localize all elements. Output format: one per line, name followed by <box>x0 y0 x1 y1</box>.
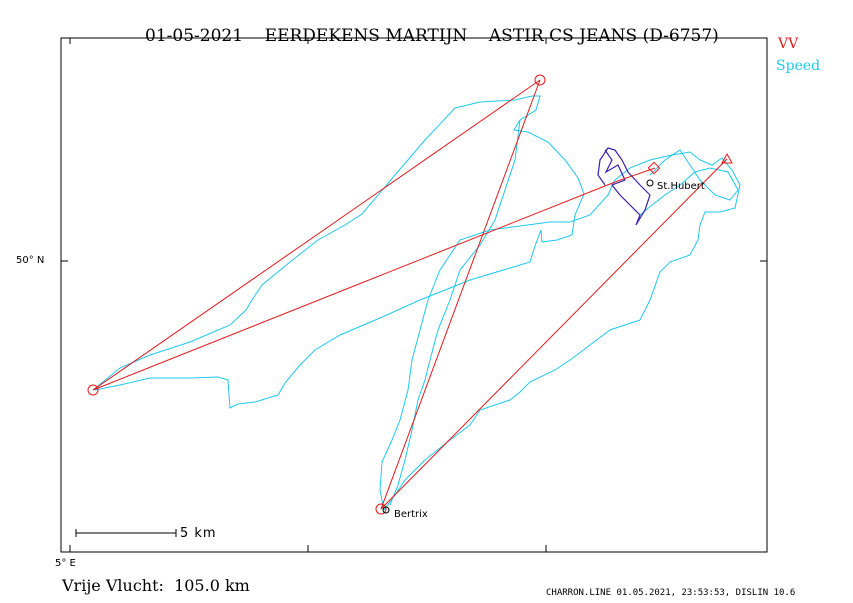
turnpoint-west <box>87 384 99 396</box>
distance-summary: Vrije Vlucht: 105.0 km <box>62 576 250 595</box>
legend-vv: VV <box>778 36 799 52</box>
task-lines <box>92 79 728 510</box>
turnpoint-bertrix <box>375 503 387 515</box>
scale-bar <box>75 529 177 537</box>
flight-track-speed-4 <box>639 149 739 216</box>
legend-speed: Speed <box>776 58 821 74</box>
flight-track-speed-3 <box>389 119 521 506</box>
map-frame <box>60 37 768 553</box>
latitude-label: 50° N <box>16 255 45 266</box>
map-title: 01-05-2021 EERDEKENS MARTIJN ASTIR CS JE… <box>0 6 853 46</box>
finish-marker <box>647 161 661 175</box>
flight-track-speed-2 <box>379 151 741 511</box>
place-label-st-hubert: St.Hubert <box>657 181 705 192</box>
footer-credit: CHARRON.LINE 01.05.2021, 23:53:53, DISLI… <box>546 588 796 598</box>
flight-track-slow <box>597 147 651 226</box>
pilot-name: EERDEKENS MARTIJN <box>264 26 468 46</box>
scale-bar-label: 5 km <box>180 526 217 541</box>
longitude-label: 5° E <box>55 558 76 569</box>
flight-date: 01-05-2021 <box>145 26 244 46</box>
turnpoint-north <box>534 74 546 86</box>
st-hubert-marker <box>646 179 654 187</box>
start-triangle <box>721 152 733 164</box>
bertrix-marker <box>382 506 390 514</box>
glider-name: ASTIR CS JEANS (D-6757) <box>488 26 719 46</box>
flight-track-speed <box>92 95 585 409</box>
place-label-bertrix: Bertrix <box>394 509 428 520</box>
